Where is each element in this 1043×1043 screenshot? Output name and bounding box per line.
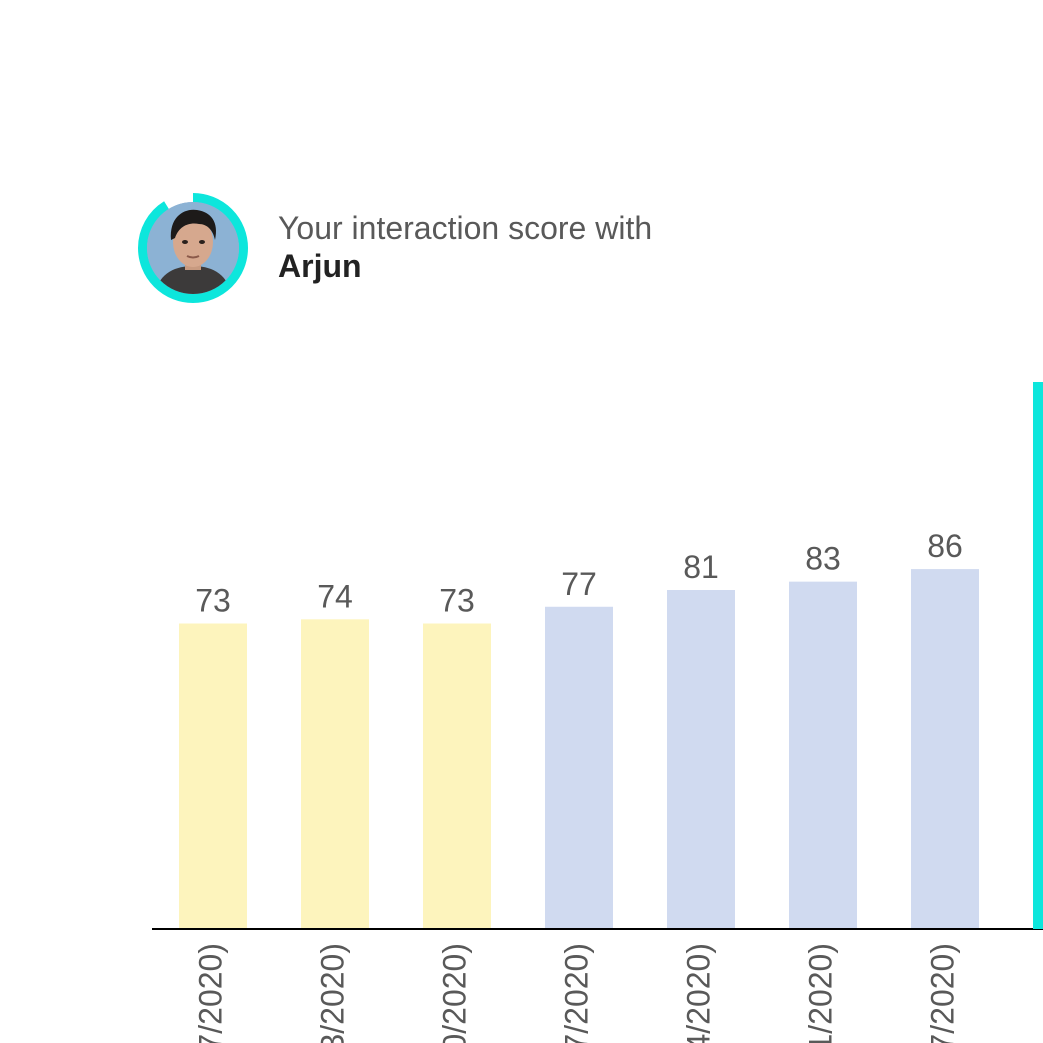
bar	[545, 606, 613, 929]
person-avatar-icon	[147, 202, 239, 294]
today-marker	[1033, 382, 1043, 929]
headline-text: Your interaction score with	[278, 210, 653, 246]
bar	[667, 590, 735, 929]
contact-name: Arjun	[278, 248, 362, 284]
bar-value-label: 81	[683, 549, 719, 585]
score-header: Your interaction score with Arjun	[0, 0, 1043, 320]
bar-value-label: 74	[317, 578, 353, 614]
bar	[179, 623, 247, 929]
x-tick-label: 7/2020)	[192, 943, 228, 1043]
bar	[423, 623, 491, 929]
bar	[911, 569, 979, 929]
bar	[789, 581, 857, 929]
x-tick-label: 0/2020)	[436, 943, 472, 1043]
bar-value-label: 77	[561, 566, 597, 602]
bar-value-label: 86	[927, 528, 963, 564]
x-tick-label: 4/2020)	[680, 943, 716, 1043]
x-tick-label: 7/2020)	[924, 943, 960, 1043]
avatar	[138, 193, 248, 303]
x-tick-label: 7/2020)	[558, 943, 594, 1043]
bar	[301, 619, 369, 929]
bar-value-label: 83	[805, 541, 841, 577]
bar-value-label: 73	[439, 582, 475, 618]
score-ring	[138, 193, 248, 303]
bar-value-label: 73	[195, 582, 231, 618]
x-tick-label: 3/2020)	[314, 943, 350, 1043]
x-tick-label: 1/2020)	[802, 943, 838, 1043]
